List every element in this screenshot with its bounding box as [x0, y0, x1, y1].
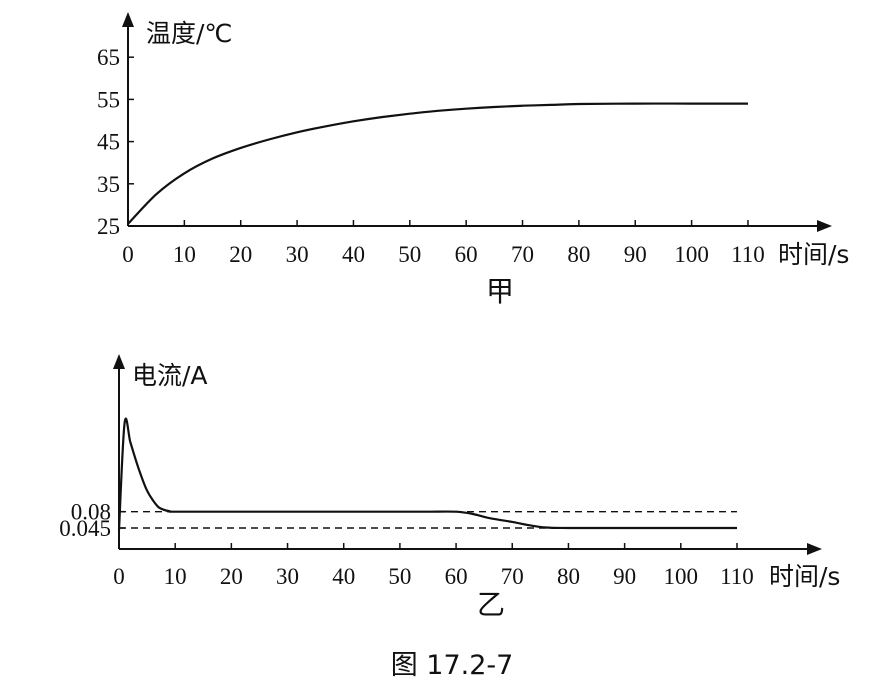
x-tick-label: 30 — [276, 564, 299, 589]
current-curve — [117, 417, 737, 531]
x-tick-label: 0 — [122, 242, 134, 267]
y-tick-label: 0.045 — [59, 516, 111, 541]
x-tick-label: 90 — [613, 564, 636, 589]
x-tick-label: 80 — [557, 564, 580, 589]
x-tick-label: 40 — [342, 242, 365, 267]
x-tick-label: 100 — [664, 564, 699, 589]
x-tick-label: 60 — [445, 564, 468, 589]
x-axis-arrow-icon — [807, 543, 822, 555]
x-tick-label: 10 — [164, 564, 187, 589]
y-axis-arrow-icon — [113, 354, 125, 369]
x-tick-label: 90 — [624, 242, 647, 267]
temperature-axis-label: 温度/℃ — [146, 19, 233, 48]
x-tick-label: 50 — [388, 564, 411, 589]
panel-temperature: 0 10 20 30 40 50 60 70 80 90 100 110 25 35 45 55 65 温度/℃… — [97, 12, 849, 308]
y-tick-label: 45 — [97, 130, 120, 155]
x-tick-label: 10 — [173, 242, 196, 267]
temperature-curve — [127, 102, 748, 225]
x-tick-label: 70 — [511, 242, 534, 267]
panel-label-jia: 甲 — [486, 275, 514, 308]
x-tick-label: 110 — [731, 242, 765, 267]
y-tick-label: 25 — [97, 214, 120, 239]
figure-caption: 图 17.2-7 — [391, 650, 514, 681]
x-tick-label: 110 — [720, 564, 754, 589]
y-tick-label: 55 — [97, 87, 120, 112]
y-tick-label: 0.08 — [71, 500, 111, 525]
current-axis-label: 电流/A — [132, 361, 208, 390]
y-tick-label: 35 — [97, 172, 120, 197]
x-tick-label: 80 — [567, 242, 590, 267]
x-tick-label: 0 — [113, 564, 125, 589]
y-axis-arrow-icon — [122, 12, 134, 27]
x-tick-label: 20 — [220, 564, 243, 589]
x-axis-arrow-icon — [817, 220, 832, 232]
x-tick-label: 70 — [501, 564, 524, 589]
time-axis-label-top: 时间/s — [778, 240, 849, 269]
panel-label-yi: 乙 — [477, 588, 505, 621]
y-tick-label: 65 — [97, 45, 120, 70]
x-tick-label: 20 — [229, 242, 252, 267]
time-axis-label-bottom: 时间/s — [769, 562, 840, 591]
x-tick-label: 30 — [286, 242, 309, 267]
x-tick-label: 60 — [455, 242, 478, 267]
x-tick-label: 50 — [398, 242, 421, 267]
x-tick-label: 100 — [674, 242, 709, 267]
x-tick-label: 40 — [332, 564, 355, 589]
